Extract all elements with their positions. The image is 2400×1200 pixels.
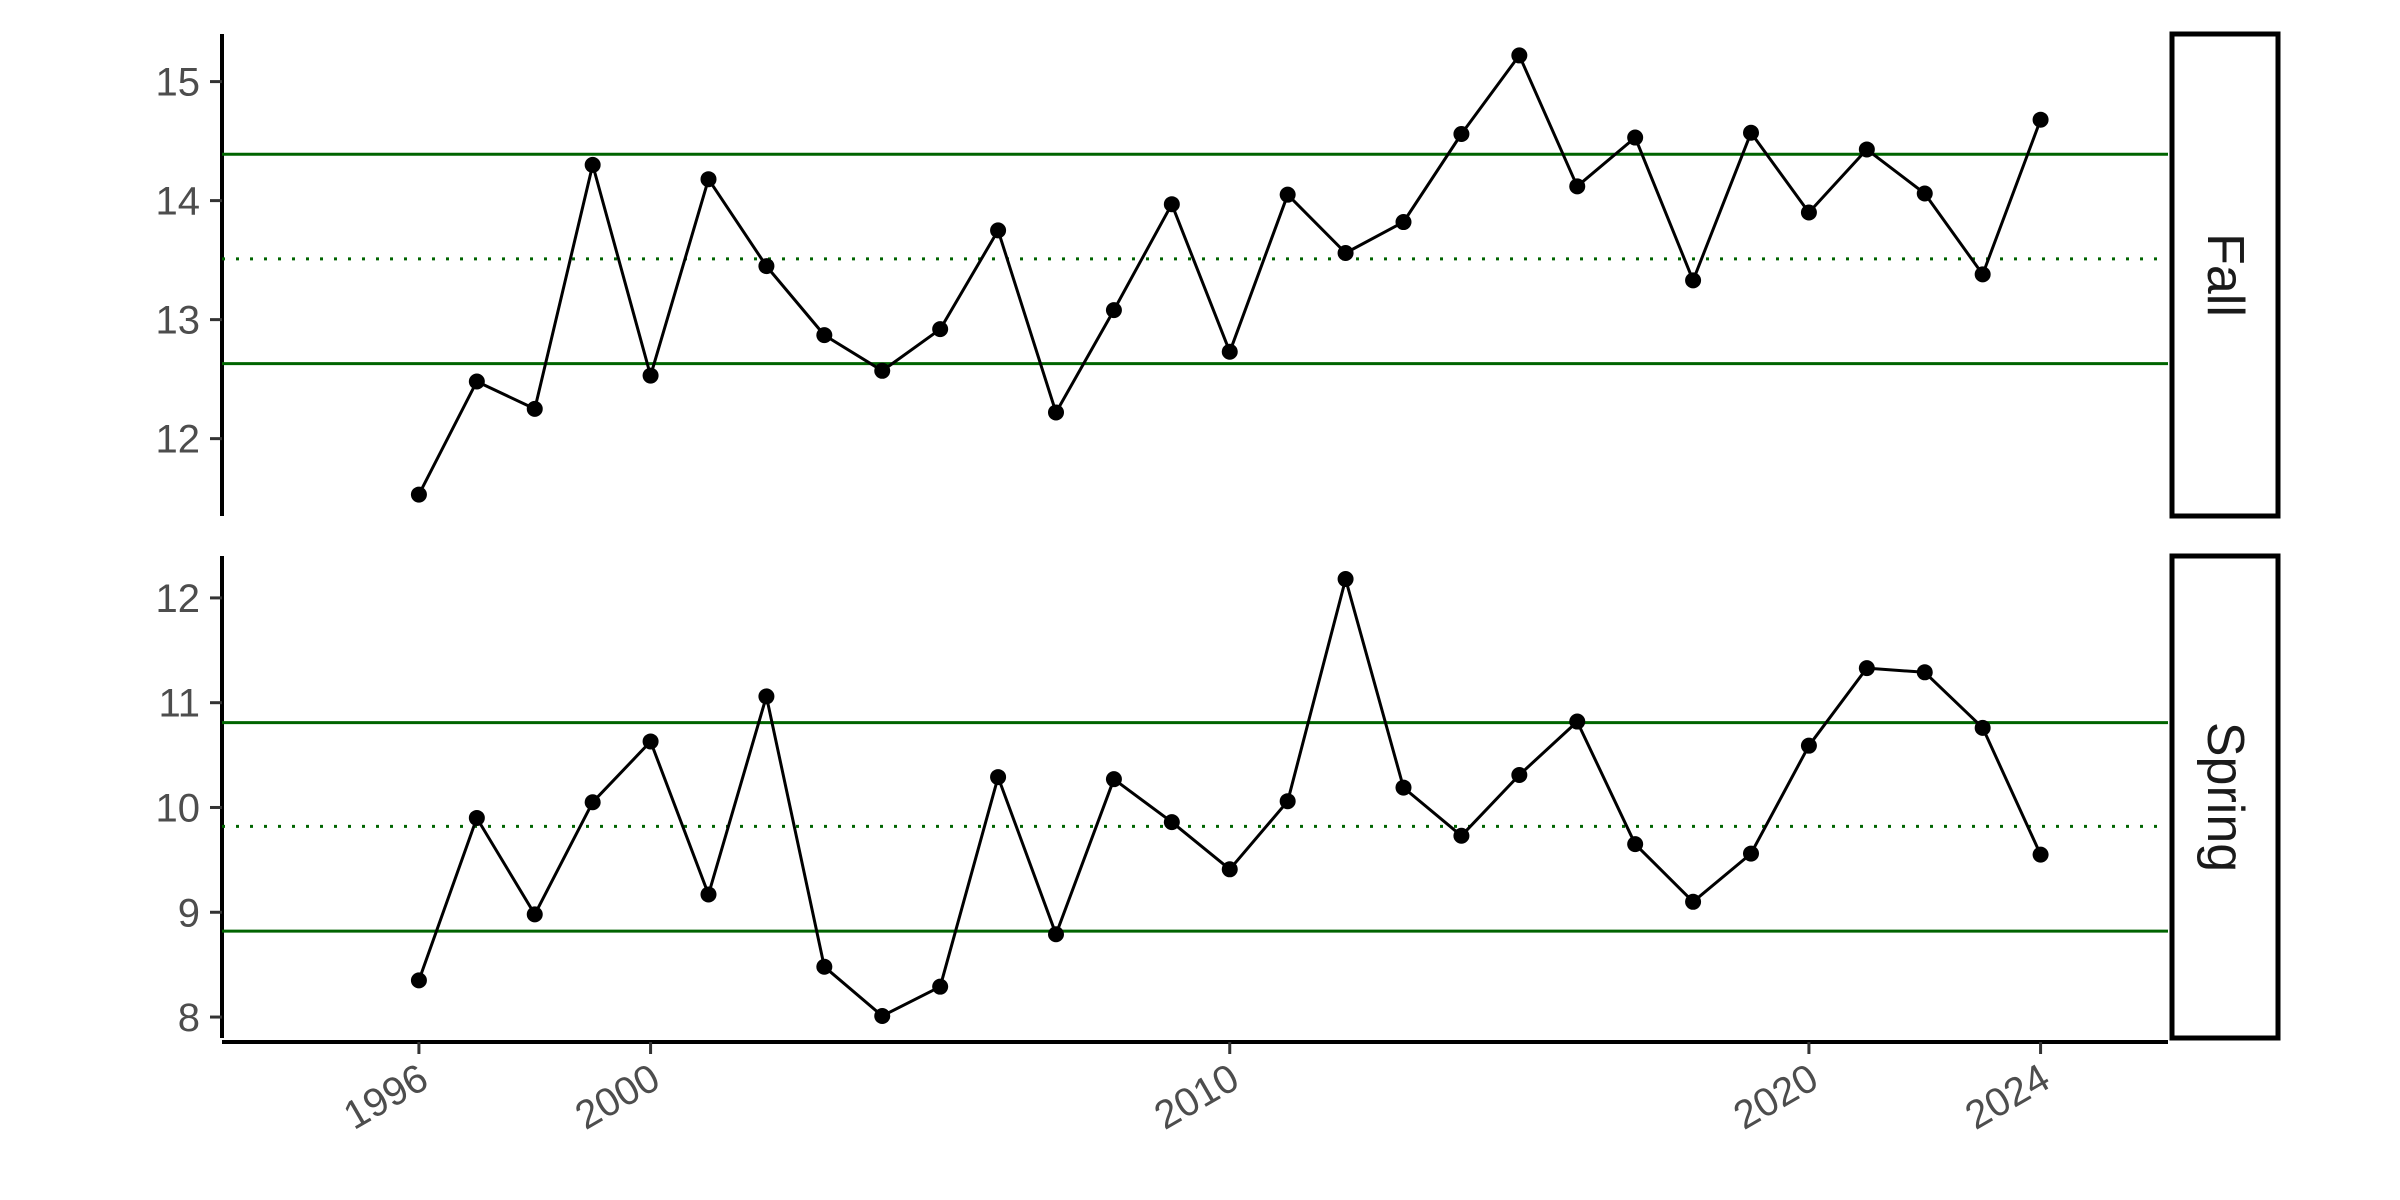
data-point: [1743, 124, 1759, 141]
data-point: [1511, 766, 1528, 783]
data-point: [758, 258, 775, 275]
data-point: [1105, 302, 1122, 319]
data-point: [816, 958, 833, 975]
data-point: [1105, 771, 1122, 788]
data-point: [1453, 827, 1470, 844]
data-point: [932, 978, 949, 995]
data-point: [468, 809, 485, 826]
panel-spring: 8 9 10 11 12 Spring: [156, 553, 2281, 1041]
data-point: [584, 156, 601, 173]
facet-strip-label: Spring: [2196, 722, 2254, 872]
facet-strip: [2169, 553, 2281, 1041]
data-point: [1627, 129, 1644, 146]
data-point: [758, 688, 775, 705]
data-point: [1163, 814, 1180, 831]
data-point: [1569, 178, 1586, 195]
data-point: [1974, 719, 1991, 736]
y-tick-label: 15: [156, 61, 201, 105]
data-point: [1685, 893, 1702, 910]
data-point: [2032, 846, 2049, 863]
data-point: [1279, 793, 1296, 810]
data-point: [1395, 214, 1412, 231]
series-line: [417, 577, 2042, 1018]
data-point: [874, 1007, 891, 1024]
data-point: [1221, 343, 1238, 360]
panel-fall: 12 13 14 15 Fall: [156, 31, 2281, 519]
data-point: [1453, 125, 1470, 142]
data-point: [468, 373, 485, 390]
data-point: [1858, 660, 1875, 677]
data-point: [874, 362, 891, 379]
x-tick-label: 2000: [568, 1056, 667, 1139]
data-point: [526, 906, 543, 923]
x-tick-label: 2024: [1958, 1056, 2057, 1139]
y-tick-label: 12: [156, 577, 201, 621]
data-point: [816, 327, 833, 344]
data-point: [1627, 836, 1644, 853]
data-point: [1800, 737, 1817, 754]
data-point: [932, 321, 949, 338]
data-point: [1337, 571, 1354, 588]
y-tick-label: 14: [156, 180, 201, 224]
data-point: [642, 367, 659, 384]
x-tick-label: 2020: [1726, 1056, 1825, 1139]
y-tick-label: 13: [156, 299, 201, 343]
y-tick-label: 11: [158, 682, 200, 726]
x-tick-label: 2010: [1147, 1056, 1246, 1139]
data-point: [526, 400, 543, 417]
data-point: [2032, 111, 2049, 128]
y-tick-label: 9: [178, 891, 200, 935]
data-point: [1511, 47, 1528, 64]
data-point: [1916, 664, 1933, 681]
data-point: [990, 769, 1007, 786]
data-point: [990, 222, 1007, 239]
data-point: [1337, 244, 1354, 261]
series-line: [417, 53, 2043, 496]
data-point: [1974, 266, 1991, 283]
data-point: [642, 733, 659, 750]
data-point: [1395, 779, 1412, 796]
y-tick-label: 10: [156, 786, 201, 830]
data-point: [1743, 845, 1759, 862]
y-tick-label: 12: [156, 418, 201, 462]
facet-strip-label: Fall: [2196, 233, 2254, 317]
x-tick-label: 1996: [336, 1056, 435, 1139]
data-point: [410, 972, 427, 989]
data-point: [1800, 204, 1817, 221]
data-point: [1048, 404, 1064, 421]
data-point: [700, 171, 717, 188]
data-point: [1569, 713, 1586, 730]
facet-strip: [2169, 31, 2281, 519]
data-point: [1916, 185, 1933, 202]
data-point: [1221, 861, 1238, 878]
y-tick-label: 8: [178, 996, 200, 1040]
panels-layer: 12 13 14 15 Fall 8 9 10 11 12 Spring: [156, 31, 2281, 1041]
data-point: [1685, 272, 1702, 289]
data-point: [584, 794, 601, 811]
data-point: [410, 486, 427, 503]
data-point: [1163, 196, 1180, 213]
data-point: [1048, 926, 1064, 943]
data-point: [700, 886, 717, 903]
x-axis: 1996 2000 2010 2020 2024: [222, 1040, 2168, 1139]
data-point: [1858, 141, 1875, 158]
data-point: [1279, 186, 1296, 203]
